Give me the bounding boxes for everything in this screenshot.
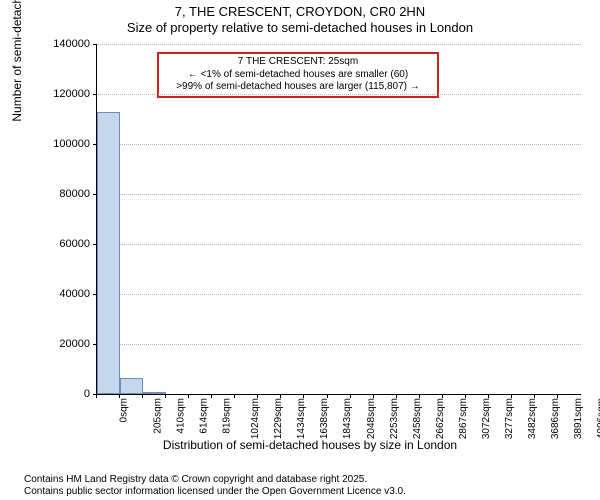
- xtick-label: 1638sqm: [320, 398, 331, 439]
- xtick-label: 3891sqm: [573, 398, 584, 439]
- xtick-label: 0sqm: [118, 398, 129, 422]
- xtick-mark: [280, 394, 281, 398]
- histogram-bar: [97, 112, 120, 395]
- xtick-mark: [511, 394, 512, 398]
- xtick-mark: [396, 394, 397, 398]
- x-axis-label: Distribution of semi-detached houses by …: [40, 438, 580, 452]
- ytick-mark: [93, 44, 97, 45]
- xtick-label: 2458sqm: [412, 398, 423, 439]
- xtick-mark: [257, 394, 258, 398]
- xtick-mark: [165, 394, 166, 398]
- xtick-mark: [188, 394, 189, 398]
- xtick-mark: [442, 394, 443, 398]
- xtick-mark: [534, 394, 535, 398]
- ytick-label: 40000: [42, 288, 90, 300]
- chart-footer: Contains HM Land Registry data © Crown c…: [0, 474, 600, 498]
- footer-line: Contains HM Land Registry data © Crown c…: [24, 474, 600, 486]
- xtick-label: 2253sqm: [389, 398, 400, 439]
- xtick-label: 1843sqm: [343, 398, 354, 439]
- ytick-label: 80000: [42, 188, 90, 200]
- xtick-mark: [488, 394, 489, 398]
- annotation-box: 7 THE CRESCENT: 25sqm ← <1% of semi-deta…: [157, 52, 439, 98]
- gridline: [97, 94, 581, 95]
- xtick-label: 4096sqm: [596, 398, 600, 439]
- xtick-mark: [465, 394, 466, 398]
- title-line1: 7, THE CRESCENT, CROYDON, CR0 2HN: [0, 4, 600, 20]
- xtick-label: 1024sqm: [250, 398, 261, 439]
- xtick-mark: [96, 394, 97, 398]
- xtick-label: 1229sqm: [273, 398, 284, 439]
- gridline: [97, 344, 581, 345]
- ytick-label: 100000: [42, 138, 90, 150]
- xtick-label: 614sqm: [199, 398, 210, 434]
- gridline: [97, 144, 581, 145]
- xtick-mark: [557, 394, 558, 398]
- xtick-label: 3482sqm: [527, 398, 538, 439]
- xtick-mark: [419, 394, 420, 398]
- title-line2: Size of property relative to semi-detach…: [0, 20, 600, 36]
- chart: Number of semi-detached properties 7 THE…: [40, 44, 580, 444]
- annotation-line: >99% of semi-detached houses are larger …: [163, 81, 433, 94]
- ytick-label: 120000: [42, 88, 90, 100]
- gridline: [97, 294, 581, 295]
- xtick-label: 2662sqm: [435, 398, 446, 439]
- ytick-label: 20000: [42, 338, 90, 350]
- plot-area: 7 THE CRESCENT: 25sqm ← <1% of semi-deta…: [96, 44, 581, 395]
- xtick-mark: [303, 394, 304, 398]
- footer-line: Contains public sector information licen…: [24, 486, 600, 498]
- gridline: [97, 44, 581, 45]
- ytick-mark: [93, 94, 97, 95]
- xtick-mark: [119, 394, 120, 398]
- xtick-label: 2048sqm: [366, 398, 377, 439]
- xtick-mark: [234, 394, 235, 398]
- xtick-label: 2867sqm: [458, 398, 469, 439]
- xtick-label: 3686sqm: [550, 398, 561, 439]
- xtick-label: 819sqm: [222, 398, 233, 434]
- xtick-label: 3277sqm: [504, 398, 515, 439]
- annotation-line: ← <1% of semi-detached houses are smalle…: [163, 69, 433, 82]
- xtick-label: 205sqm: [153, 398, 164, 434]
- xtick-label: 3072sqm: [481, 398, 492, 439]
- xtick-label: 1434sqm: [297, 398, 308, 439]
- xtick-mark: [142, 394, 143, 398]
- ytick-label: 0: [42, 388, 90, 400]
- gridline: [97, 244, 581, 245]
- xtick-mark: [327, 394, 328, 398]
- xtick-mark: [211, 394, 212, 398]
- histogram-bar: [143, 392, 166, 394]
- ytick-label: 140000: [42, 38, 90, 50]
- histogram-bar: [120, 378, 143, 394]
- xtick-mark: [350, 394, 351, 398]
- chart-title: 7, THE CRESCENT, CROYDON, CR0 2HN Size o…: [0, 0, 600, 35]
- xtick-mark: [373, 394, 374, 398]
- annotation-line: 7 THE CRESCENT: 25sqm: [163, 56, 433, 69]
- gridline: [97, 194, 581, 195]
- y-axis-label: Number of semi-detached properties: [10, 0, 24, 122]
- ytick-label: 60000: [42, 238, 90, 250]
- xtick-label: 410sqm: [176, 398, 187, 434]
